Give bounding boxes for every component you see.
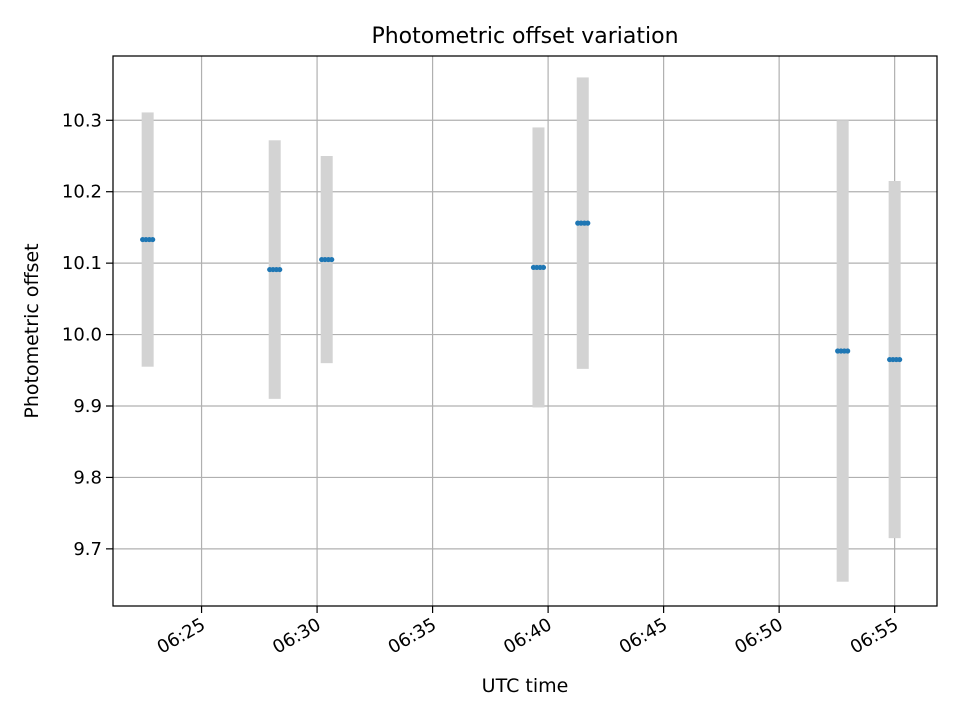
x-tick-label: 06:25 <box>154 614 209 658</box>
point-marker <box>897 356 903 363</box>
point-marker <box>150 236 156 243</box>
x-tick-label: 06:45 <box>616 614 671 658</box>
x-axis-ticks: 06:25 06:30 06:35 06:40 06:45 06:50 06:55 <box>154 606 902 658</box>
data-point <box>140 236 156 243</box>
y-tick-label: 10.3 <box>62 110 102 131</box>
y-tick-label: 9.7 <box>73 539 102 560</box>
y-tick-label: 10.1 <box>62 253 102 274</box>
point-marker <box>329 256 335 263</box>
x-tick-label: 06:30 <box>269 614 324 658</box>
y-axis-label: Photometric offset <box>21 243 43 418</box>
data-point <box>887 356 903 363</box>
y-axis-ticks: 9.7 9.8 9.9 10.0 10.1 10.2 10.3 <box>62 110 113 560</box>
y-tick-label: 9.8 <box>73 467 102 488</box>
chart-title: Photometric offset variation <box>371 24 678 49</box>
x-tick-label: 06:35 <box>385 614 440 658</box>
data-point <box>267 266 283 273</box>
y-tick-label: 10.0 <box>62 325 102 346</box>
x-tick-label: 06:40 <box>500 614 555 658</box>
x-tick-label: 06:55 <box>847 614 902 658</box>
point-marker <box>277 266 283 273</box>
data-points <box>140 220 903 363</box>
error-bars <box>141 77 901 582</box>
plot-frame <box>112 55 938 607</box>
data-point <box>575 220 591 226</box>
point-marker <box>540 264 547 271</box>
x-tick-label: 06:50 <box>731 614 786 658</box>
point-marker <box>845 348 851 354</box>
point-marker <box>585 220 591 226</box>
y-tick-label: 9.9 <box>73 396 102 417</box>
data-point <box>319 256 335 263</box>
data-point <box>835 348 851 354</box>
x-axis-label: UTC time <box>482 675 569 697</box>
grid <box>113 56 937 606</box>
data-point <box>530 264 547 271</box>
y-tick-label: 10.2 <box>62 182 102 203</box>
